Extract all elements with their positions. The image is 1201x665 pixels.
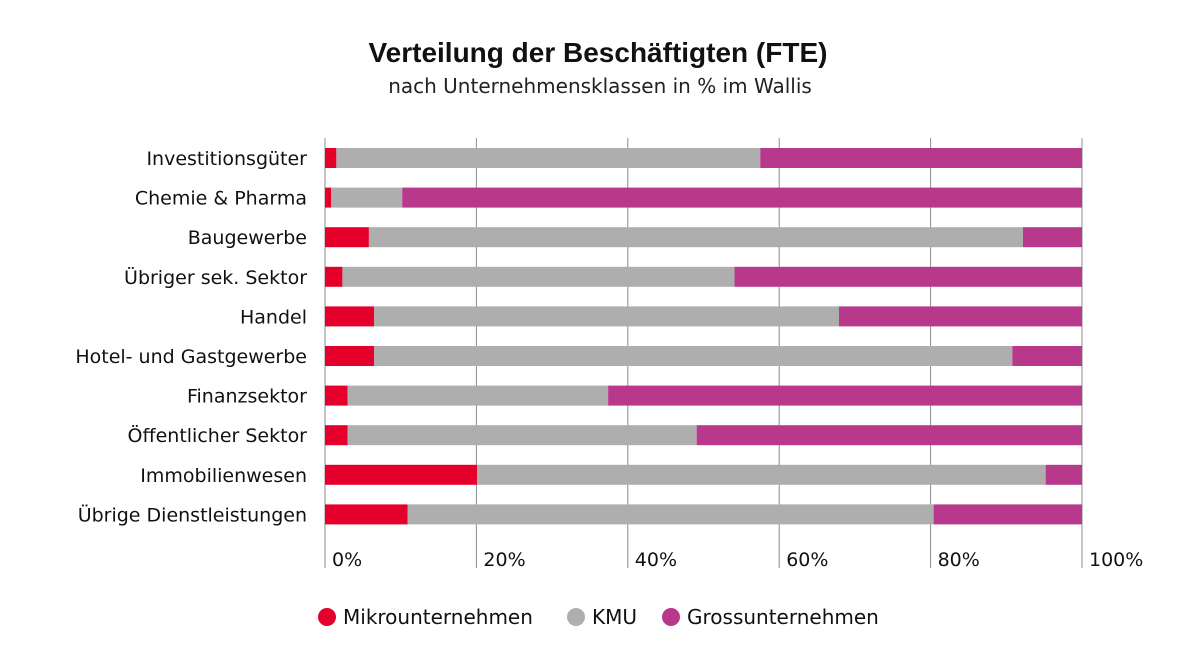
category-label: Immobilienwesen — [140, 465, 307, 487]
bar-segment-2 — [760, 148, 1082, 168]
x-tick-label: 100% — [1089, 549, 1143, 571]
bar-segment-1 — [331, 187, 403, 208]
bar-segment-0 — [325, 266, 343, 287]
chart-title: Verteilung der Beschäftigten (FTE) — [369, 37, 828, 68]
bar-segment-2 — [734, 266, 1082, 287]
category-labels: Investitionsgüter Chemie & Pharma Baugewer… — [75, 148, 307, 526]
bar-segment-2 — [933, 504, 1082, 525]
bar-segment-0 — [325, 187, 332, 208]
bar-segment-0 — [325, 346, 375, 366]
bar-segment-2 — [402, 187, 1082, 208]
bar-segment-1 — [477, 464, 1046, 485]
bar-segment-1 — [336, 148, 761, 168]
legend: Mikrounternehmen KMU Grossunternehmen — [318, 605, 879, 629]
chart-subtitle: nach Unternehmensklassen in % im Wallis — [388, 74, 812, 98]
bar-segment-1 — [407, 504, 934, 525]
legend-label: KMU — [592, 605, 637, 629]
bar-segment-2 — [696, 425, 1082, 446]
bar-segment-2 — [839, 306, 1082, 327]
category-label: Öffentlicher Sektor — [128, 424, 308, 447]
category-label: Übriger sek. Sektor — [124, 266, 307, 289]
bar-segment-0 — [325, 425, 348, 446]
x-axis-tick-labels: 0% 20% 40% 60% 80% 100% — [332, 549, 1143, 571]
bar-segment-1 — [347, 425, 697, 446]
x-tick-label: 20% — [483, 549, 525, 571]
x-tick-label: 80% — [938, 549, 980, 571]
category-label: Handel — [240, 306, 307, 328]
bar-segment-2 — [1045, 464, 1082, 485]
bars — [325, 148, 1082, 525]
category-label: Finanzsektor — [187, 386, 307, 408]
legend-marker — [662, 608, 680, 626]
bar-segment-0 — [325, 464, 478, 485]
bar-segment-1 — [374, 306, 840, 327]
category-label: Investitionsgüter — [146, 148, 307, 170]
legend-label: Mikrounternehmen — [343, 605, 533, 629]
legend-marker — [318, 608, 336, 626]
bar-segment-2 — [608, 385, 1082, 406]
x-tick-label: 40% — [635, 549, 677, 571]
x-tick-label: 60% — [786, 549, 828, 571]
bar-segment-0 — [325, 148, 337, 168]
bar-segment-1 — [374, 346, 1013, 366]
bar-segment-2 — [1022, 227, 1082, 248]
bar-segment-0 — [325, 227, 369, 248]
category-label: Hotel- und Gastgewerbe — [75, 346, 307, 368]
bar-segment-2 — [1012, 346, 1082, 366]
legend-marker — [567, 608, 585, 626]
category-label: Baugewerbe — [188, 227, 307, 249]
category-label: Chemie & Pharma — [135, 188, 307, 210]
bar-segment-1 — [342, 266, 735, 287]
category-label: Übrige Dienstleistungen — [78, 503, 307, 526]
bar-segment-0 — [325, 504, 408, 525]
bar-segment-1 — [368, 227, 1023, 248]
legend-label: Grossunternehmen — [687, 605, 879, 629]
x-tick-label: 0% — [332, 549, 362, 571]
bar-segment-0 — [325, 306, 375, 327]
bar-segment-0 — [325, 385, 348, 406]
bar-segment-1 — [347, 385, 609, 406]
